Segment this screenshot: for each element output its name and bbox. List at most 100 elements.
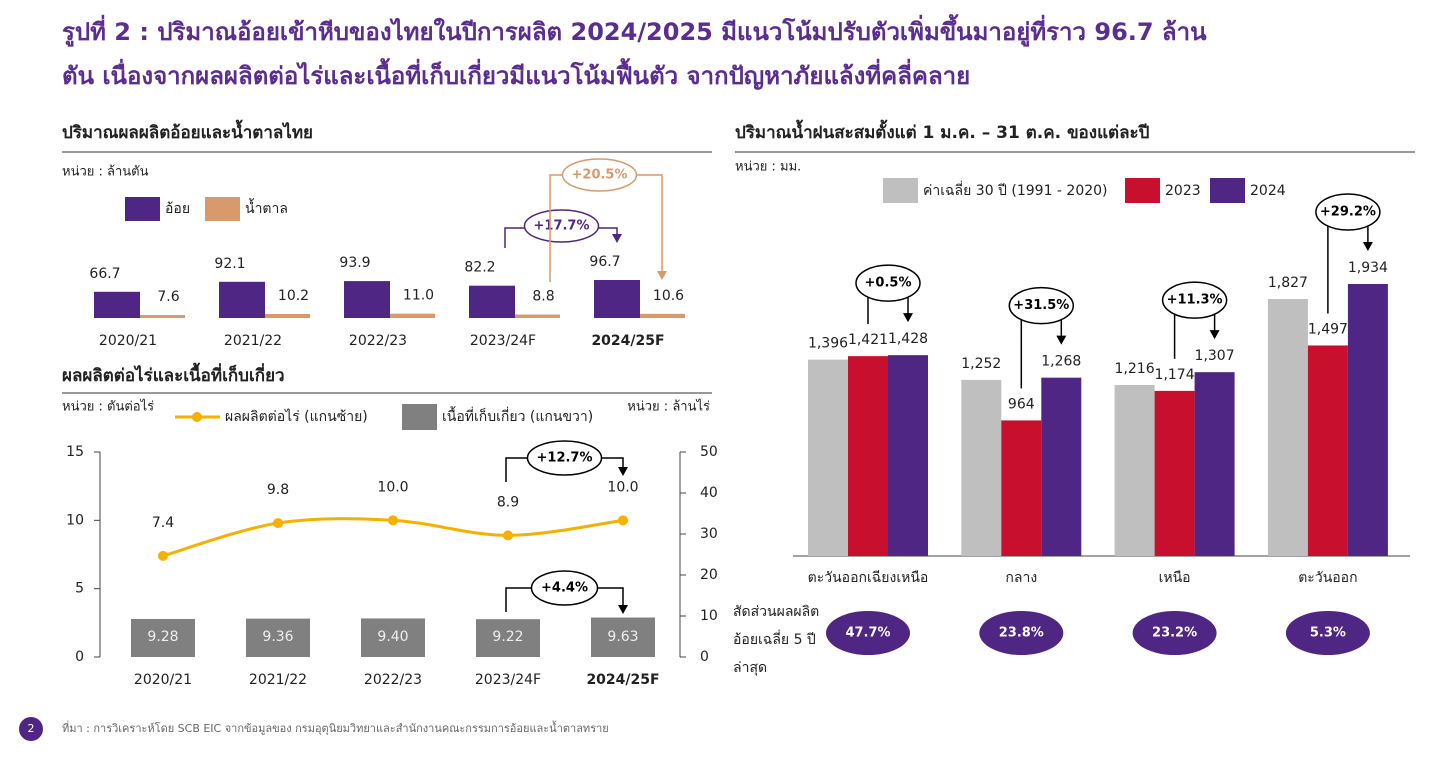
arrow-head	[1209, 330, 1220, 340]
value-label: 1,827	[1268, 275, 1308, 291]
point	[388, 515, 398, 526]
share-label: สัดส่วนผลผลิตอ้อยเฉลี่ย 5 ปีล่าสุด	[733, 604, 820, 676]
share-value: 23.8%	[999, 626, 1044, 641]
value-label: 10.6	[653, 288, 684, 304]
bar	[888, 355, 928, 556]
legend-swatch	[125, 197, 160, 221]
bar	[265, 313, 310, 318]
x-tick-label: 2023/24F	[470, 333, 536, 349]
value-label: 7.6	[157, 289, 179, 305]
arrow-head	[618, 605, 628, 614]
legend-label: อ้อย	[165, 201, 190, 217]
bar	[1307, 345, 1348, 556]
bar	[591, 617, 655, 657]
annotation: +4.4%	[541, 581, 588, 596]
bar	[344, 281, 390, 318]
value-label: 9.36	[262, 629, 293, 645]
y-tick-label: 0	[75, 649, 84, 665]
y2-tick-label: 30	[700, 526, 718, 542]
value-label: 1,421	[848, 332, 888, 348]
legend-label: ผลผลิตต่อไร่ (แกนซ้าย)	[225, 408, 368, 425]
value-label: 1,174	[1155, 367, 1195, 383]
legend-label: ค่าเฉลี่ย 30 ปี (1991 - 2020)	[923, 181, 1108, 199]
annotation: +17.7%	[534, 219, 590, 234]
value-label: 92.1	[214, 256, 245, 272]
x-tick-label: 2020/21	[99, 333, 157, 349]
legend-swatch	[1210, 178, 1245, 203]
source-note: ที่มา : การวิเคราะห์โดย SCB EIC จากข้อมู…	[62, 720, 609, 735]
bar	[361, 618, 425, 657]
point	[158, 550, 168, 561]
value-label: 1,396	[808, 336, 848, 352]
value-label: 1,268	[1041, 354, 1081, 370]
arrow-head	[618, 467, 628, 476]
share-value: 47.7%	[845, 626, 890, 641]
x-tick-label: ตะวันออก	[1298, 570, 1357, 586]
x-tick-label: 2024/25F	[586, 672, 659, 688]
annotation-bubble	[523, 209, 600, 243]
bar	[1154, 390, 1195, 556]
bar	[94, 291, 140, 318]
legend-swatch	[205, 197, 240, 221]
bar	[140, 315, 185, 318]
legend-label: 2024	[1250, 183, 1286, 199]
annotation: +11.3%	[1167, 293, 1223, 308]
annotation: +31.5%	[1013, 298, 1069, 313]
value-label: 1,307	[1195, 348, 1235, 364]
unit-label: หน่วย : ล้านตัน	[62, 165, 149, 180]
bar	[808, 359, 848, 556]
y-axis-unit: หน่วย : ตันต่อไร่	[62, 399, 154, 415]
arrow-head	[1056, 335, 1067, 345]
value-label: 10.2	[278, 288, 309, 304]
annotation-bubble	[530, 570, 599, 606]
share-bubble	[1132, 611, 1217, 655]
y-tick-label: 10	[66, 512, 84, 528]
point	[618, 515, 628, 526]
value-label: 964	[1008, 396, 1035, 412]
annotation: +12.7%	[537, 451, 593, 466]
legend-label: น้ำตาล	[245, 198, 288, 217]
value-label: 1,252	[961, 356, 1001, 372]
annotation: +0.5%	[865, 276, 912, 291]
x-tick-label: 2022/23	[364, 672, 422, 688]
bar	[1347, 284, 1388, 556]
arrow-head	[657, 271, 667, 280]
slide-title: รูปที่ 2 : ปริมาณอ้อยเข้าหีบของไทยในปีกา…	[62, 13, 1207, 47]
x-tick-label: 2022/23	[349, 333, 407, 349]
value-label: 1,497	[1308, 321, 1348, 337]
bar	[246, 618, 310, 657]
annotation-bubble	[1008, 286, 1075, 325]
value-label: 82.2	[464, 260, 495, 276]
bar	[1267, 299, 1308, 556]
bar	[469, 285, 515, 318]
value-label: 11.0	[403, 288, 434, 304]
annotation-bubble	[1161, 281, 1228, 319]
value-label: 8.8	[532, 289, 554, 305]
page-badge	[19, 717, 43, 741]
page-number: 2	[28, 722, 35, 735]
legend-swatch	[883, 178, 918, 203]
legend-label: เนื้อที่เก็บเกี่ยว (แกนขวา)	[442, 406, 593, 425]
share-label-box: สัดส่วนผลผลิตอ้อยเฉลี่ย 5 ปีล่าสุด	[733, 604, 820, 676]
value-label: 10.0	[607, 479, 638, 495]
annotation-bubble	[855, 264, 921, 302]
x-tick-label: 2024/25F	[591, 333, 664, 349]
share-value: 23.2%	[1152, 626, 1197, 641]
value-label: 1,428	[888, 331, 928, 347]
bar	[848, 356, 888, 556]
x-tick-label: 2021/22	[249, 672, 307, 688]
chart-title: ปริมาณน้ำฝนสะสมตั้งแต่ 1 ม.ค. – 31 ต.ค. …	[735, 119, 1150, 143]
bar	[131, 618, 195, 657]
y2-tick-label: 0	[700, 649, 709, 665]
value-label: 10.0	[377, 479, 408, 495]
bar	[1194, 372, 1235, 556]
bar	[640, 313, 685, 318]
value-label: 96.7	[589, 254, 620, 270]
legend-dot	[192, 412, 202, 422]
arrow-head	[1362, 242, 1373, 251]
share-bubble	[1285, 611, 1370, 655]
y2-axis-unit: หน่วย : ล้านไร่	[627, 399, 710, 415]
value-label: 9.8	[267, 482, 289, 498]
x-tick-label: ตะวันออกเฉียงเหนือ	[808, 570, 929, 586]
x-tick-label: 2021/22	[224, 333, 282, 349]
